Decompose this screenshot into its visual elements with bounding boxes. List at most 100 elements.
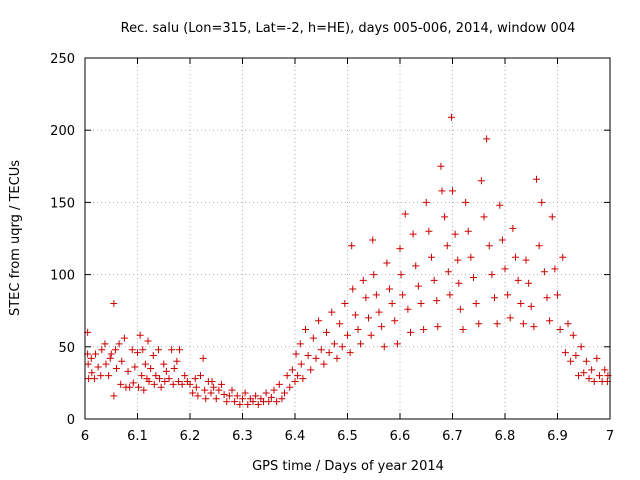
x-tick-label: 6.5 <box>337 429 358 444</box>
data-point <box>176 346 183 354</box>
data-point <box>488 271 496 279</box>
data-point <box>249 398 257 406</box>
data-point <box>454 256 462 264</box>
data-point <box>111 346 119 354</box>
data-point <box>354 325 362 333</box>
data-point <box>556 325 564 333</box>
data-point <box>449 187 456 195</box>
data-point <box>456 305 464 313</box>
data-point <box>472 299 480 307</box>
data-point <box>192 383 200 391</box>
data-point <box>588 366 596 374</box>
data-point <box>433 297 441 305</box>
data-point <box>459 325 467 333</box>
data-point <box>559 253 567 261</box>
x-tick-label: 6.2 <box>180 429 201 444</box>
data-point <box>110 392 118 400</box>
data-point <box>498 236 506 244</box>
data-point <box>197 372 204 380</box>
data-point <box>470 273 477 281</box>
data-point <box>341 299 349 307</box>
data-point <box>349 285 357 293</box>
data-point <box>141 360 149 368</box>
x-tick-label: 6.3 <box>232 429 253 444</box>
data-point <box>156 375 164 383</box>
y-tick-label: 250 <box>50 52 75 67</box>
data-point <box>444 268 452 276</box>
data-point <box>152 372 160 380</box>
data-point <box>362 294 370 302</box>
data-point <box>145 377 153 385</box>
data-point <box>265 398 273 406</box>
data-point <box>110 299 118 307</box>
data-point <box>338 343 346 351</box>
data-point <box>302 325 309 333</box>
data-point <box>357 340 365 348</box>
data-point <box>173 357 181 365</box>
data-point <box>92 350 99 358</box>
data-point <box>517 299 525 307</box>
grid <box>85 58 610 419</box>
data-point <box>124 367 132 375</box>
data-point <box>270 386 278 394</box>
data-point <box>447 113 455 121</box>
data-point <box>451 230 459 238</box>
data-point <box>218 380 225 388</box>
data-point <box>291 377 299 385</box>
data-point <box>509 224 517 232</box>
data-point <box>397 271 405 279</box>
data-point <box>254 401 262 409</box>
data-point <box>138 372 146 380</box>
data-point <box>181 372 189 380</box>
data-point <box>548 213 556 221</box>
data-point <box>393 340 401 348</box>
data-point <box>425 227 433 235</box>
data-point <box>87 354 95 362</box>
data-point <box>225 392 233 400</box>
data-point <box>404 305 412 313</box>
data-point <box>535 242 543 250</box>
data-point <box>527 302 535 310</box>
data-point <box>564 320 572 328</box>
data-point <box>88 369 96 377</box>
data-point <box>601 366 609 374</box>
data-point <box>105 372 113 380</box>
data-point <box>231 398 239 406</box>
data-point <box>312 354 320 362</box>
data-point <box>140 386 148 394</box>
data-point <box>412 262 420 270</box>
data-point <box>189 389 197 397</box>
data-point <box>538 198 546 206</box>
x-tick-label: 6.4 <box>285 429 306 444</box>
data-point <box>107 350 115 358</box>
data-point <box>178 380 186 388</box>
data-point <box>455 279 463 287</box>
data-point <box>233 392 241 400</box>
data-point <box>147 364 155 372</box>
tick-labels: 6 6.1 6.2 6.3 6.4 6.5 6.6 6.7 6.8 6.9 7 0 50 100 150 20… <box>50 52 614 444</box>
data-point <box>477 177 485 185</box>
y-tick-label: 50 <box>58 341 75 356</box>
data-point <box>514 276 522 284</box>
data-point <box>434 323 442 331</box>
data-point <box>228 386 236 394</box>
data-point <box>551 265 559 273</box>
data-point <box>168 346 176 354</box>
y-tick-label: 0 <box>67 413 75 428</box>
data-point <box>441 213 449 221</box>
data-point <box>296 340 304 348</box>
data-point <box>485 242 493 250</box>
data-point <box>239 395 246 403</box>
data-point <box>533 175 540 183</box>
data-point <box>569 331 577 339</box>
data-point <box>323 328 330 336</box>
data-point <box>561 349 569 357</box>
data-point <box>98 346 106 354</box>
data-point <box>325 349 333 357</box>
data-point <box>307 366 315 374</box>
data-point <box>297 360 305 368</box>
data-point <box>317 346 325 354</box>
data-point <box>512 253 519 261</box>
y-tick-label: 200 <box>50 124 75 139</box>
data-point <box>378 323 386 331</box>
